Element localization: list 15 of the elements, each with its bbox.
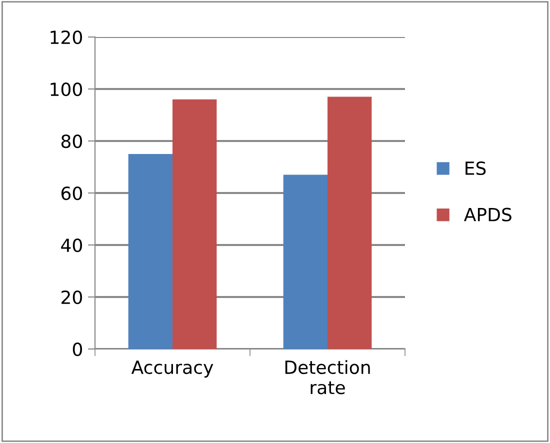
x-tick-label: Accuracy — [131, 360, 214, 378]
x-tick-label: Detection rate — [285, 360, 370, 394]
bar — [328, 96, 372, 349]
y-tick-label: 0 — [72, 342, 82, 356]
y-tick-label: 20 — [62, 290, 82, 304]
legend-label: APDS — [464, 208, 512, 222]
bar — [128, 154, 172, 349]
y-tick-label: 40 — [61, 238, 82, 252]
legend-label: ES — [466, 161, 486, 176]
y-tick-label: 80 — [61, 134, 82, 148]
bar — [283, 174, 328, 349]
y-tick-label: 120 — [50, 30, 82, 44]
y-tick-label: 60 — [61, 186, 82, 200]
y-tick-label: 100 — [50, 82, 82, 96]
bar — [172, 99, 217, 349]
